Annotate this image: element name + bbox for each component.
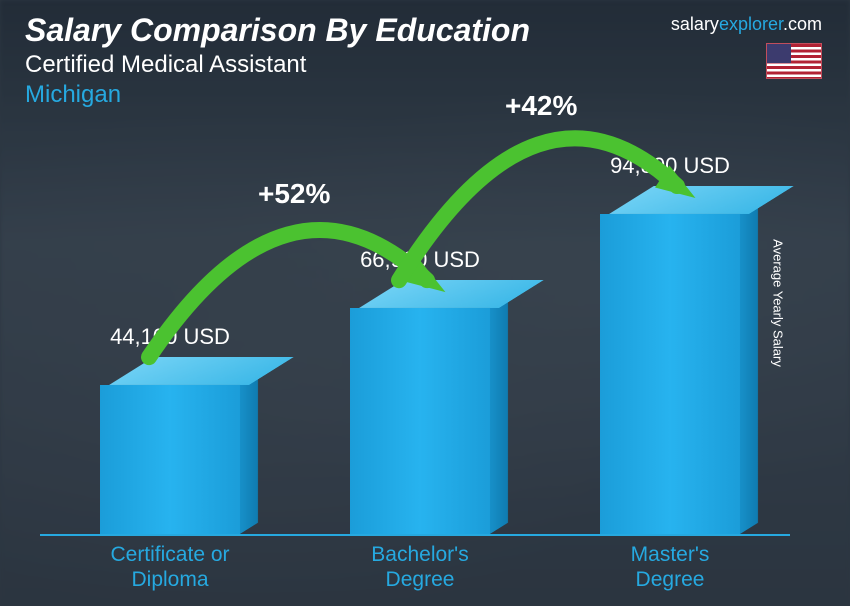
bar-value-2: 94,800 USD: [570, 153, 770, 179]
brand-accent: explorer: [719, 14, 783, 34]
bar-side: [240, 374, 258, 534]
brand-suffix: .com: [783, 14, 822, 34]
brand-text: salaryexplorer.com: [671, 14, 822, 34]
bar-label-1: Bachelor's Degree: [320, 542, 520, 592]
bar-front: [350, 308, 490, 534]
bar-top: [109, 357, 294, 385]
bar-value-1: 66,900 USD: [320, 247, 520, 273]
us-flag-icon: [766, 43, 822, 79]
bar-label-2: Master's Degree: [570, 542, 770, 592]
chart-location: Michigan: [25, 81, 825, 109]
bar-value-0: 44,100 USD: [70, 324, 270, 350]
chart-area: 44,100 USDCertificate or Diploma66,900 U…: [40, 116, 790, 536]
bar-side: [490, 297, 508, 534]
brand-block: salaryexplorer.com: [671, 14, 822, 84]
bar-1: [350, 308, 490, 534]
bar-front: [100, 385, 240, 534]
bar-front: [600, 214, 740, 534]
bar-label-0: Certificate or Diploma: [70, 542, 270, 592]
brand-prefix: salary: [671, 14, 719, 34]
bar-top: [609, 186, 794, 214]
infographic-container: Salary Comparison By Education Certified…: [0, 0, 850, 606]
arc-label-1: +42%: [505, 90, 577, 122]
bar-top: [359, 280, 544, 308]
arc-label-0: +52%: [258, 178, 330, 210]
bar-side: [740, 203, 758, 534]
bar-2: [600, 214, 740, 534]
bar-0: [100, 385, 240, 534]
